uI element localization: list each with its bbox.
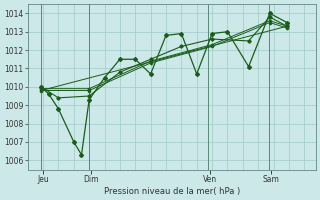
X-axis label: Pression niveau de la mer( hPa ): Pression niveau de la mer( hPa )	[104, 187, 240, 196]
